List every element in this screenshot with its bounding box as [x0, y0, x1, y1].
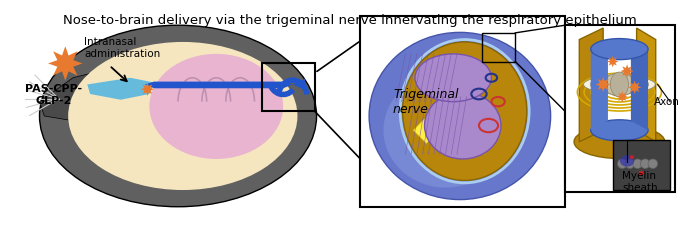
Bar	[360, 16, 565, 207]
Ellipse shape	[620, 155, 634, 167]
Ellipse shape	[369, 32, 551, 200]
Polygon shape	[145, 82, 293, 88]
Polygon shape	[580, 28, 603, 142]
Ellipse shape	[149, 54, 283, 159]
Circle shape	[633, 159, 643, 169]
Polygon shape	[629, 154, 635, 160]
Bar	[612, 140, 670, 190]
Polygon shape	[88, 78, 154, 100]
Ellipse shape	[610, 72, 629, 97]
Ellipse shape	[402, 42, 526, 180]
Ellipse shape	[424, 92, 501, 159]
Text: Myelin
sheath: Myelin sheath	[622, 171, 658, 193]
Polygon shape	[39, 73, 97, 121]
Polygon shape	[620, 64, 634, 78]
Text: PAS-CPP-
GLP-2: PAS-CPP- GLP-2	[25, 85, 83, 106]
Polygon shape	[638, 170, 645, 177]
Ellipse shape	[39, 25, 316, 207]
Polygon shape	[413, 117, 440, 144]
Polygon shape	[293, 79, 305, 90]
Circle shape	[625, 159, 635, 169]
Polygon shape	[474, 135, 494, 154]
Bar	[565, 25, 675, 192]
Ellipse shape	[415, 54, 491, 102]
Ellipse shape	[574, 125, 665, 158]
Polygon shape	[141, 82, 154, 96]
Ellipse shape	[591, 120, 648, 141]
Ellipse shape	[590, 75, 648, 94]
Circle shape	[648, 159, 657, 169]
Text: Intranasal
administration: Intranasal administration	[85, 37, 161, 59]
Text: Trigeminal
nerve: Trigeminal nerve	[393, 88, 458, 116]
Bar	[482, 33, 515, 61]
Ellipse shape	[597, 74, 642, 95]
Text: Nose-to-brain delivery via the trigeminal nerve innervating the respiratory epit: Nose-to-brain delivery via the trigemina…	[63, 14, 637, 27]
Polygon shape	[591, 40, 608, 130]
Polygon shape	[617, 91, 628, 103]
Text: Axon: Axon	[654, 97, 680, 107]
Ellipse shape	[384, 73, 508, 188]
Polygon shape	[607, 56, 619, 67]
Ellipse shape	[584, 76, 655, 93]
Polygon shape	[596, 77, 611, 92]
Bar	[262, 64, 315, 111]
Polygon shape	[631, 40, 648, 130]
Ellipse shape	[603, 73, 635, 96]
Circle shape	[617, 159, 627, 169]
Circle shape	[640, 159, 650, 169]
Polygon shape	[48, 46, 83, 81]
Polygon shape	[636, 28, 656, 142]
Ellipse shape	[68, 42, 298, 190]
Ellipse shape	[591, 39, 648, 60]
Polygon shape	[628, 81, 641, 94]
